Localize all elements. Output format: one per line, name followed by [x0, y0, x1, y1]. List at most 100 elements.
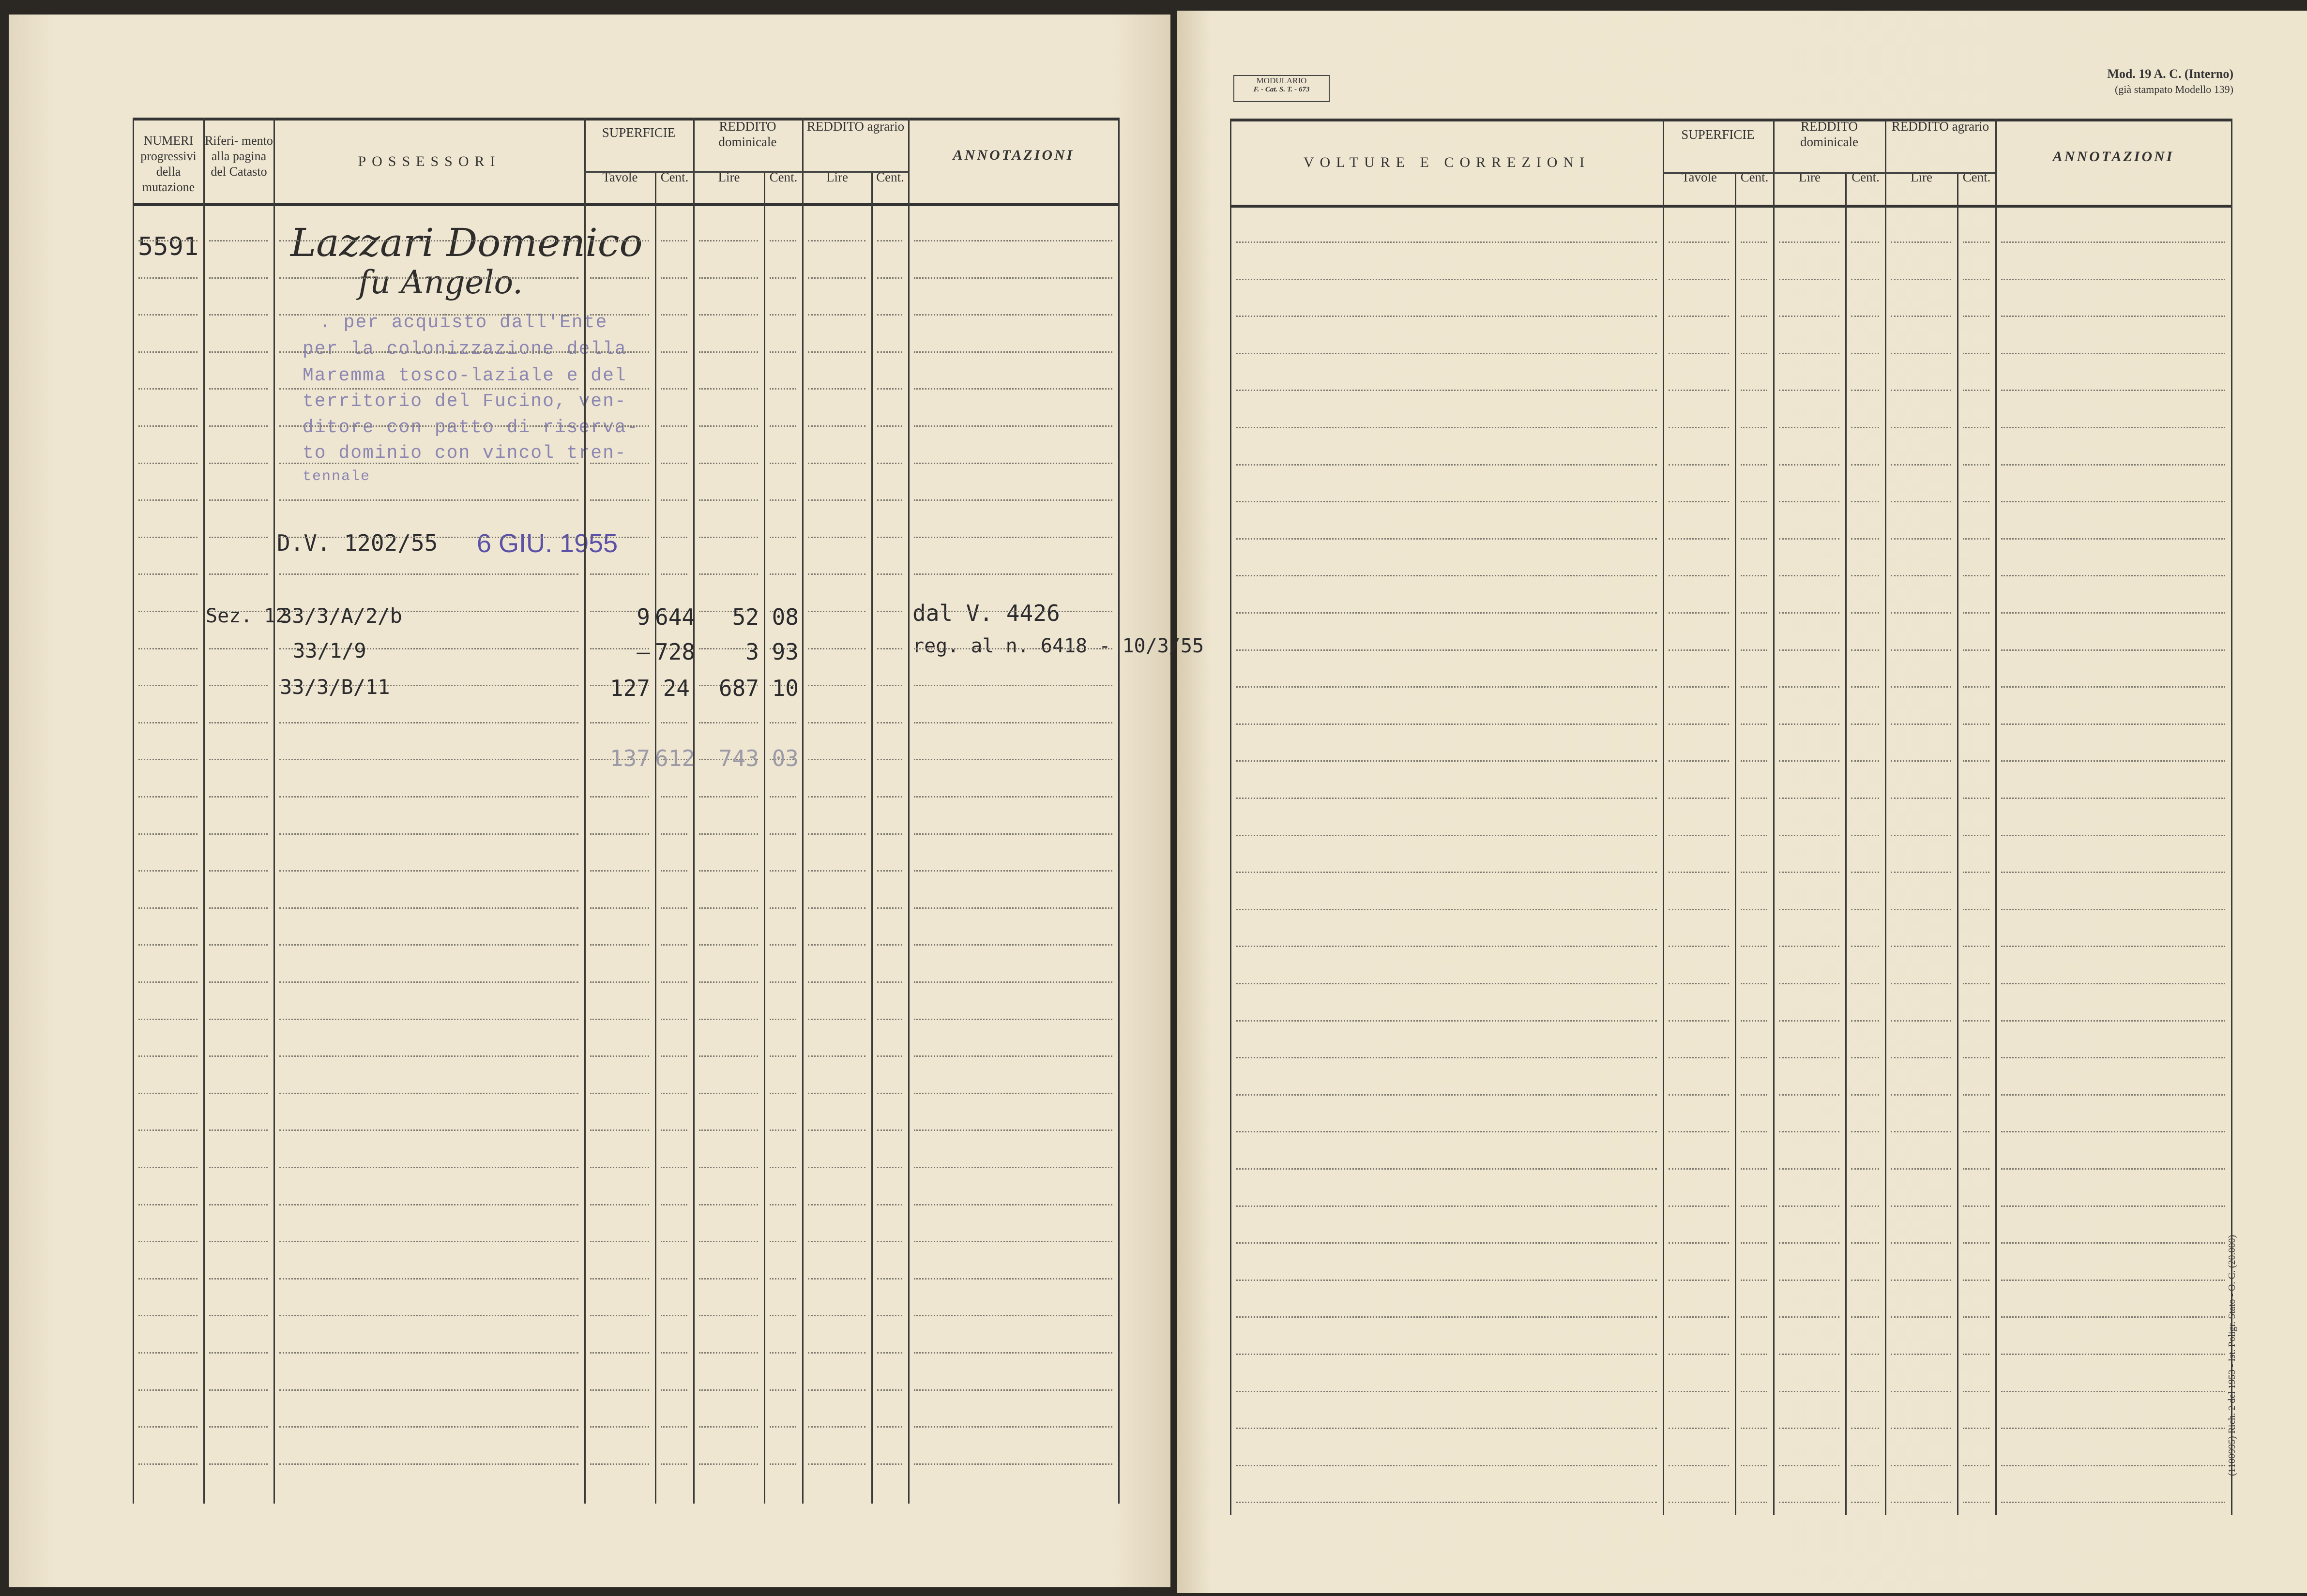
row-rule [1851, 501, 1879, 502]
row-rule [914, 870, 1112, 872]
row-rule [1669, 649, 1729, 651]
row-rule [1779, 1428, 1839, 1429]
row-rule [138, 1204, 197, 1205]
row-rule [661, 1315, 687, 1316]
row-rule [877, 648, 902, 649]
row-rule [1891, 1020, 1951, 1022]
row-rule [1851, 612, 1879, 614]
row-rule [661, 1426, 687, 1428]
row-rule [877, 685, 902, 686]
row-rule [590, 870, 649, 872]
column-divider [1230, 119, 1231, 1515]
row-rule [590, 685, 649, 686]
group-header-rule [693, 171, 802, 173]
row-rule [2001, 1316, 2225, 1318]
row-rule [590, 351, 649, 353]
row-rule [1741, 575, 1767, 576]
row-rule [138, 1315, 197, 1316]
row-rule [914, 499, 1112, 501]
column-divider [1773, 119, 1775, 1515]
row-rule [279, 833, 578, 835]
row-rule [279, 1055, 578, 1057]
row-rule [699, 1129, 758, 1131]
row-rule [1236, 1428, 1657, 1429]
row-rule [1891, 798, 1951, 799]
row-rule [1669, 501, 1729, 502]
row-rule [808, 944, 865, 946]
row-rule [1963, 1502, 1989, 1503]
row-rule [1963, 649, 1989, 651]
row-rule [1236, 1020, 1657, 1022]
row-rule [138, 759, 197, 760]
row-rule [1891, 241, 1951, 243]
reddito-lire: 52 [732, 604, 759, 630]
row-rule [138, 277, 197, 279]
row-rule [661, 833, 687, 835]
row-rule [279, 388, 578, 390]
row-rule [1891, 353, 1951, 354]
group-header-rule [1885, 172, 1995, 174]
row-rule [770, 981, 796, 983]
row-rule [1963, 1205, 1989, 1207]
row-rule [808, 1278, 865, 1280]
row-rule [914, 1315, 1112, 1316]
row-rule [1669, 872, 1729, 873]
row-rule [1963, 1168, 1989, 1170]
row-rule [590, 573, 649, 575]
row-rule [808, 425, 865, 427]
row-rule [209, 1389, 268, 1391]
row-rule [1741, 835, 1767, 836]
row-rule [808, 573, 865, 575]
row-rule [2001, 686, 2225, 688]
row-rule [661, 1278, 687, 1280]
total-cent: 612 [655, 745, 696, 771]
row-rule [138, 611, 197, 612]
row-rule [808, 1426, 865, 1428]
row-rule [279, 944, 578, 946]
row-rule [590, 648, 649, 649]
row-rule [279, 314, 578, 316]
row-rule [877, 1463, 902, 1465]
row-rule [1779, 316, 1839, 317]
row-rule [1851, 798, 1879, 799]
row-rule [2001, 353, 2225, 354]
row-rule [1669, 983, 1729, 984]
row-rule [138, 463, 197, 464]
row-rule [279, 1389, 578, 1391]
row-rule [1963, 279, 1989, 280]
row-rule [808, 1315, 865, 1316]
row-rule [1669, 1502, 1729, 1503]
row-rule [1851, 241, 1879, 243]
row-rule [209, 1241, 268, 1242]
row-rule [1741, 1131, 1767, 1132]
row-rule [1779, 1057, 1839, 1058]
row-rule [1779, 427, 1839, 428]
row-rule [1963, 1094, 1989, 1096]
row-rule [1851, 1391, 1879, 1392]
column-divider [764, 171, 765, 1504]
row-rule [770, 944, 796, 946]
row-rule [770, 499, 796, 501]
row-rule [808, 1241, 865, 1242]
row-rule [209, 981, 268, 983]
row-rule [808, 240, 865, 241]
row-rule [279, 1204, 578, 1205]
row-rule [138, 981, 197, 983]
row-rule [877, 277, 902, 279]
row-rule [1891, 1428, 1951, 1429]
row-rule [1963, 1057, 1989, 1058]
row-rule [661, 1204, 687, 1205]
row-rule [877, 907, 902, 909]
row-rule [1963, 612, 1989, 614]
row-rule [699, 981, 758, 983]
row-rule [279, 1426, 578, 1428]
row-rule [770, 648, 796, 649]
row-rule [209, 1204, 268, 1205]
row-rule [2001, 1428, 2225, 1429]
row-rule [699, 1167, 758, 1168]
row-rule [914, 463, 1112, 464]
row-rule [661, 499, 687, 501]
header-numeri: NUMERI progressivi della mutazione [140, 134, 197, 194]
row-rule [1779, 501, 1839, 502]
row-rule [209, 833, 268, 835]
